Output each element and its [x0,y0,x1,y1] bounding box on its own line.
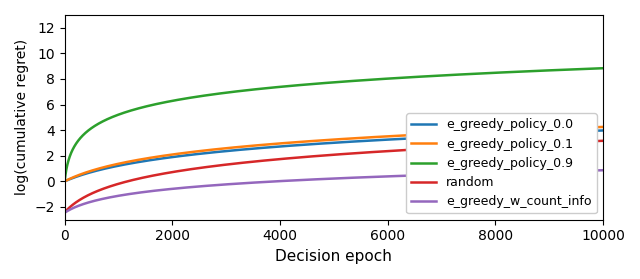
e_greedy_policy_0.0 [93,169,100,172]
random [61,211,68,214]
e_greedy_policy_0.1 [571,126,579,130]
e_greedy_policy_0.0 [61,180,68,183]
e_greedy_policy_0.0 [599,129,607,132]
Line: e_greedy_w_count_info: e_greedy_w_count_info [65,170,603,213]
e_greedy_policy_0.9 [166,100,174,103]
e_greedy_policy_0.1 [324,138,332,142]
Line: e_greedy_policy_0.1: e_greedy_policy_0.1 [65,127,603,181]
e_greedy_policy_0.9 [93,123,100,126]
Line: e_greedy_policy_0.0: e_greedy_policy_0.0 [65,131,603,181]
e_greedy_w_count_info [61,211,68,214]
random [599,139,607,143]
e_greedy_w_count_info [83,201,91,205]
e_greedy_policy_0.9 [599,67,607,70]
e_greedy_w_count_info [324,177,332,181]
e_greedy_policy_0.9 [324,81,332,85]
Legend: e_greedy_policy_0.0, e_greedy_policy_0.1, e_greedy_policy_0.9, random, e_greedy_: e_greedy_policy_0.0, e_greedy_policy_0.1… [406,114,597,213]
random [63,208,71,211]
e_greedy_policy_0.0 [324,141,332,145]
e_greedy_policy_0.0 [83,172,91,175]
e_greedy_policy_0.1 [166,153,174,157]
Line: random: random [65,141,603,212]
e_greedy_policy_0.1 [83,170,91,174]
X-axis label: Decision epoch: Decision epoch [275,249,392,264]
e_greedy_policy_0.1 [61,180,68,183]
e_greedy_policy_0.9 [571,68,579,71]
e_greedy_policy_0.9 [83,130,91,133]
e_greedy_w_count_info [166,187,174,191]
e_greedy_policy_0.0 [166,156,174,159]
e_greedy_w_count_info [571,169,579,173]
random [83,194,91,198]
random [93,190,100,193]
e_greedy_policy_0.1 [599,125,607,129]
e_greedy_policy_0.1 [93,167,100,171]
random [166,171,174,174]
e_greedy_policy_0.9 [63,164,71,168]
Y-axis label: log(cumulative regret): log(cumulative regret) [15,39,29,195]
e_greedy_policy_0.0 [571,130,579,133]
Line: e_greedy_policy_0.9: e_greedy_policy_0.9 [65,68,603,181]
random [571,140,579,144]
random [324,153,332,157]
e_greedy_policy_0.1 [63,179,71,182]
e_greedy_w_count_info [63,210,71,213]
e_greedy_policy_0.9 [61,180,68,183]
e_greedy_policy_0.0 [63,179,71,182]
e_greedy_w_count_info [599,169,607,172]
e_greedy_w_count_info [93,199,100,202]
